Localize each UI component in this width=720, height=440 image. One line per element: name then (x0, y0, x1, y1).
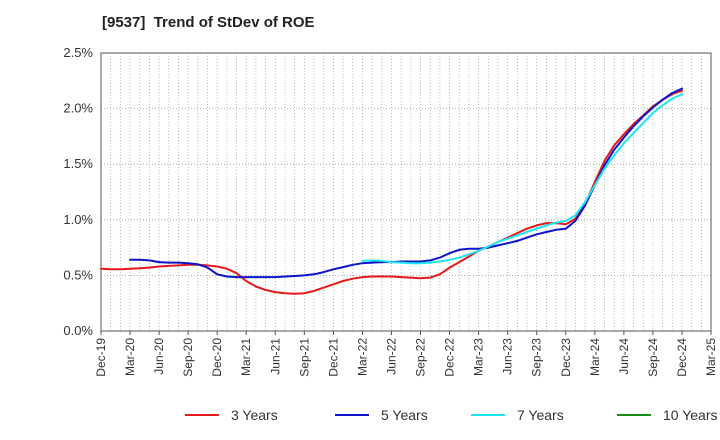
x-tick-label: Dec-20 (210, 338, 224, 377)
legend-item-3-years: 3 Years (185, 404, 278, 426)
x-tick-label: Sep-21 (297, 338, 311, 377)
x-tick-label: Jun-22 (384, 338, 398, 375)
x-tick-label: Dec-23 (559, 338, 573, 377)
x-tick-label: Mar-25 (704, 338, 718, 376)
x-tick-label: Dec-24 (675, 338, 689, 377)
chart-title: [9537] Trend of StDev of ROE (102, 14, 315, 31)
x-tick-label: Mar-24 (588, 338, 602, 376)
legend-swatch (471, 414, 505, 416)
legend-item-10-years: 10 Years (617, 404, 718, 426)
x-tick-label: Dec-21 (326, 338, 340, 377)
y-tick-label: 2.5% (63, 45, 93, 60)
legend-item-5-years: 5 Years (335, 404, 428, 426)
legend-label: 7 Years (517, 407, 564, 423)
legend-item-7-years: 7 Years (471, 404, 564, 426)
x-tick-label: Jun-24 (617, 338, 631, 375)
x-tick-label: Sep-20 (181, 338, 195, 377)
legend-label: 5 Years (381, 407, 428, 423)
line-chart: 0.0% 0.5% 1.0% 1.5% 2.0% 2.5% Dec-19 Mar-20 Jun-… (63, 45, 718, 377)
x-tick-label: Jun-21 (268, 338, 282, 375)
legend-swatch (617, 414, 651, 416)
legend-label: 3 Years (231, 407, 278, 423)
plot-frame (100, 52, 712, 332)
x-tick-label: Mar-21 (239, 338, 253, 376)
x-tick-label: Sep-23 (530, 338, 544, 377)
x-tick-label: Sep-22 (414, 338, 428, 377)
legend-swatch (185, 414, 219, 416)
y-tick-label: 1.5% (63, 156, 93, 171)
x-tick-label: Mar-20 (123, 338, 137, 376)
x-tick-label: Sep-24 (646, 338, 660, 377)
legend-label: 10 Years (663, 407, 718, 423)
y-tick-label: 2.0% (63, 101, 93, 116)
legend-swatch (335, 414, 369, 416)
series-line-7-years (361, 93, 683, 265)
x-tick-label: Jun-23 (501, 338, 515, 375)
x-tick-label: Mar-22 (355, 338, 369, 376)
x-tick-label: Jun-20 (152, 338, 166, 375)
x-tick-label: Dec-22 (443, 338, 457, 377)
series-line-5-years (129, 87, 683, 279)
y-tick-label: 1.0% (63, 212, 93, 227)
y-tick-label: 0.5% (63, 267, 93, 282)
y-tick-label: 0.0% (63, 323, 93, 338)
chart-legend: 3 Years 5 Years 7 Years 10 Years (0, 404, 720, 426)
x-tick-label: Dec-19 (94, 338, 108, 377)
x-tick-label: Mar-23 (472, 338, 486, 376)
